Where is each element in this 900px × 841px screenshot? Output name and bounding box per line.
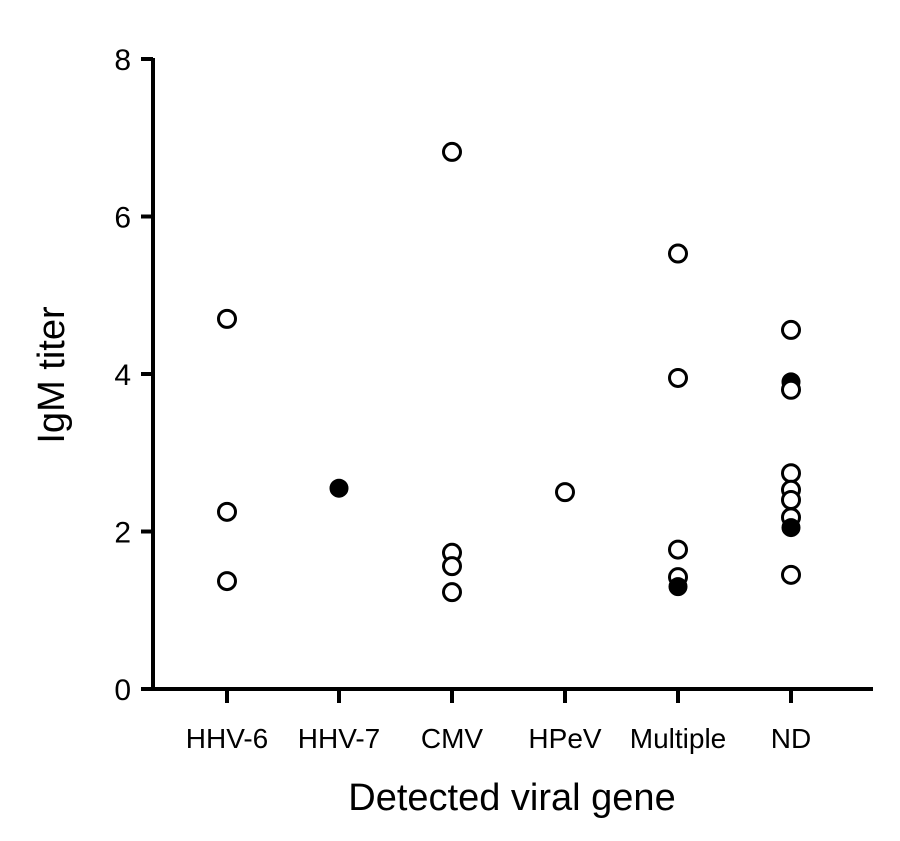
- x-axis-title: Detected viral gene: [348, 777, 675, 819]
- x-category-label: HHV-6: [186, 723, 268, 754]
- open-data-point: [217, 308, 237, 329]
- open-data-point: [217, 571, 237, 592]
- x-category-label: HPeV: [528, 723, 601, 754]
- open-data-point: [781, 463, 801, 484]
- y-tick-label: 8: [114, 44, 131, 77]
- filled-data-point: [668, 577, 688, 597]
- x-category-label: HHV-7: [298, 723, 380, 754]
- open-data-point: [442, 556, 462, 577]
- y-axis: 0 2 4 6 8: [114, 44, 155, 707]
- open-data-point: [217, 501, 237, 522]
- filled-data-point: [781, 518, 801, 538]
- x-category-label: ND: [771, 723, 811, 754]
- open-data-point: [781, 379, 801, 400]
- x-category-label: CMV: [421, 723, 484, 754]
- data-points: [217, 141, 801, 603]
- open-data-point: [442, 141, 462, 162]
- open-data-point: [668, 539, 688, 560]
- open-data-point: [668, 243, 688, 264]
- y-tick-label: 0: [114, 674, 131, 707]
- open-data-point: [781, 490, 801, 510]
- y-axis-title: IgM titer: [31, 306, 73, 444]
- y-tick-label: 4: [114, 359, 131, 392]
- x-category-label: Multiple: [630, 723, 726, 754]
- y-tick-label: 2: [114, 517, 131, 550]
- open-data-point: [781, 564, 801, 585]
- open-data-point: [442, 582, 462, 603]
- open-data-point: [781, 319, 801, 340]
- y-tick-label: 6: [114, 202, 131, 235]
- open-data-point: [668, 367, 688, 388]
- x-axis: HHV-6 HHV-7 CMV HPeV Multiple ND: [151, 687, 873, 754]
- filled-data-point: [329, 478, 349, 498]
- open-data-point: [555, 482, 575, 503]
